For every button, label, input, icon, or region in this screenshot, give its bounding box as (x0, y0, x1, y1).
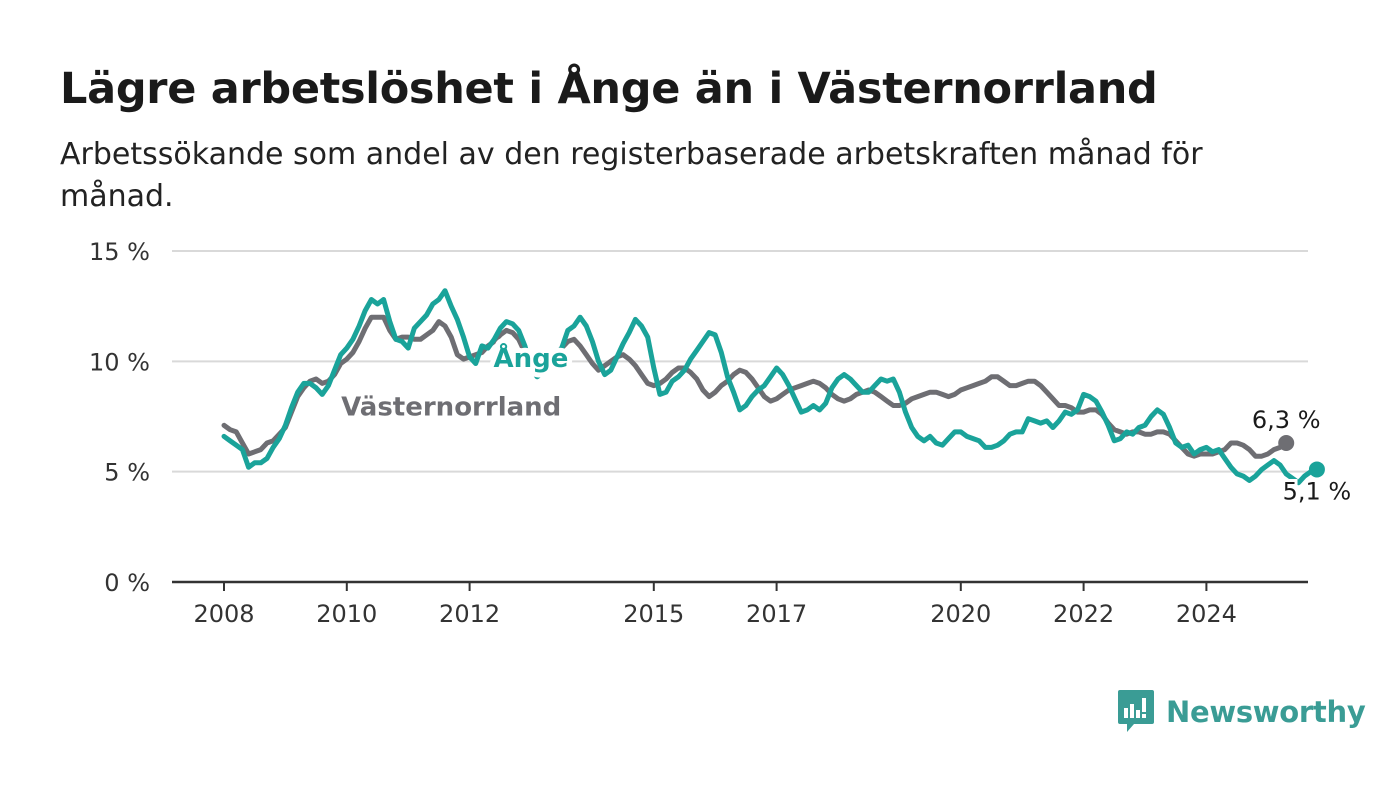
x-tick-label: 2017 (746, 600, 807, 628)
series-end-point (1278, 434, 1295, 451)
series-end-label: 5,1 % (1283, 477, 1352, 505)
newsworthy-logo: Newsworthy (1118, 690, 1366, 734)
brand-name: Newsworthy (1166, 695, 1366, 729)
series-end-label: 6,3 % (1252, 406, 1321, 434)
x-tick-label: 2010 (316, 600, 377, 628)
series-labels: Västernorrland 6,3 % Ånge 5,1 % (336, 337, 1354, 509)
x-axis: 2008 2010 2012 2015 2017 2020 2022 2024 (172, 580, 1308, 628)
x-tick-label: 2008 (193, 600, 254, 628)
series-end-point (1308, 461, 1325, 478)
series-name-label: Ånge (494, 342, 569, 374)
series-name-label: Västernorrland (341, 392, 561, 422)
x-tick-label: 2022 (1053, 600, 1114, 628)
y-tick-label: 10 % (89, 348, 150, 376)
series-line (221, 288, 1320, 486)
y-tick-label: 0 % (104, 569, 150, 597)
series-lines (221, 288, 1325, 486)
y-tick-label: 15 % (89, 238, 150, 266)
y-tick-label: 5 % (104, 459, 150, 487)
x-tick-label: 2012 (439, 600, 500, 628)
bar-chart-badge-icon (1118, 690, 1154, 732)
chart-subtitle: Arbetssökande som andel av den registerb… (60, 137, 1203, 214)
series-line (221, 314, 1289, 459)
x-tick-label: 2020 (930, 600, 991, 628)
chart-title: Lägre arbetslöshet i Ånge än i Västernor… (60, 64, 1158, 114)
gridlines (172, 250, 1308, 473)
x-tick-label: 2015 (623, 600, 684, 628)
y-axis-labels: 0 % 5 % 10 % 15 % (89, 238, 150, 597)
x-tick-label: 2024 (1176, 600, 1237, 628)
